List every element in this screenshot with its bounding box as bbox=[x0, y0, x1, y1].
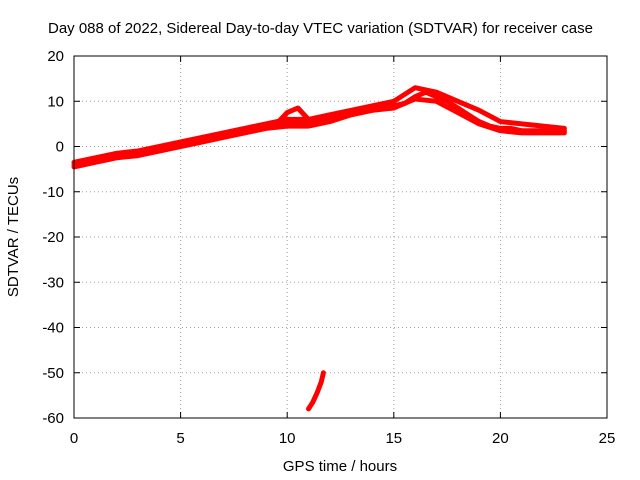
y-tick-label: -40 bbox=[42, 320, 64, 337]
x-tick-label: 10 bbox=[279, 430, 296, 447]
y-tick-label: 20 bbox=[47, 48, 64, 65]
y-tick-label: 10 bbox=[47, 93, 64, 110]
x-axis-label: GPS time / hours bbox=[283, 458, 397, 475]
series-upper-band bbox=[71, 85, 567, 165]
y-axis-label: SDTVAR / TECUs bbox=[5, 177, 22, 297]
chart-title: Day 088 of 2022, Sidereal Day-to-day VTE… bbox=[48, 20, 593, 37]
y-tick-label: -50 bbox=[42, 365, 64, 382]
axis-ticks: 0 5 10 15 20 25 20 10 0 -10 -20 -30 -40 -50 -60 bbox=[42, 48, 615, 447]
series-peak-spike bbox=[274, 105, 311, 127]
y-tick-label: -10 bbox=[42, 184, 64, 201]
y-tick-label: -60 bbox=[42, 410, 64, 427]
y-tick-label: -30 bbox=[42, 274, 64, 291]
x-tick-label: 20 bbox=[492, 430, 509, 447]
x-tick-label: 0 bbox=[70, 430, 78, 447]
series-lower-band bbox=[71, 96, 567, 170]
data-series bbox=[71, 85, 567, 412]
grid bbox=[74, 56, 607, 418]
series-outlier-segment bbox=[306, 370, 326, 412]
y-tick-label: -20 bbox=[42, 229, 64, 246]
x-tick-label: 15 bbox=[385, 430, 402, 447]
y-tick-label: 0 bbox=[56, 139, 64, 156]
x-tick-label: 25 bbox=[599, 430, 616, 447]
plot-frame bbox=[73, 55, 608, 419]
x-tick-label: 5 bbox=[176, 430, 184, 447]
